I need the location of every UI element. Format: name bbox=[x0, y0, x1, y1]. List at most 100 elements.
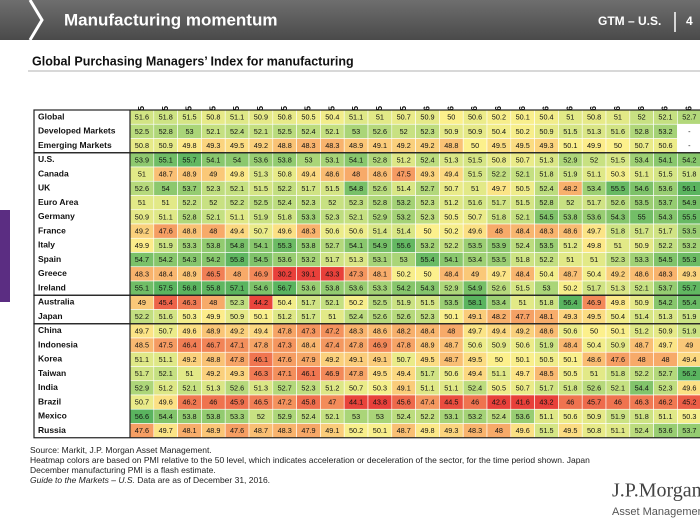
cell-value: 55.7 bbox=[182, 155, 196, 164]
cell-value: 55.1 bbox=[135, 284, 149, 293]
cell-value: 48.1 bbox=[182, 426, 196, 435]
cell-value: 45.6 bbox=[397, 398, 411, 407]
cell-value: 51.3 bbox=[611, 284, 625, 293]
cell-value: 48.1 bbox=[539, 312, 553, 321]
cell-value: 53.3 bbox=[182, 241, 196, 250]
cell-value: 54.4 bbox=[159, 412, 173, 421]
cell-value: 50.2 bbox=[516, 127, 530, 136]
row-label: Brazil bbox=[38, 396, 61, 406]
cell-value: 53.2 bbox=[397, 212, 411, 221]
cell-value: 51.7 bbox=[325, 255, 339, 264]
logo-sub: Asset Management bbox=[612, 506, 700, 518]
cell-value: 46.3 bbox=[254, 369, 268, 378]
row-label: France bbox=[38, 225, 66, 235]
cell-value: 52.1 bbox=[325, 298, 339, 307]
cell-value: 50.6 bbox=[563, 326, 577, 335]
cell-value: 53.2 bbox=[397, 198, 411, 207]
cell-value: 46.9 bbox=[373, 341, 387, 350]
cell-value: 51 bbox=[590, 369, 598, 378]
cell-value: 46.9 bbox=[325, 369, 339, 378]
cell-value: 53 bbox=[185, 127, 193, 136]
cell-value: 49.6 bbox=[159, 398, 173, 407]
cell-value: 55.4 bbox=[420, 255, 434, 264]
cell-value: 53.8 bbox=[325, 284, 339, 293]
cell-value: 49.6 bbox=[682, 383, 696, 392]
cell-value: 51.1 bbox=[587, 170, 601, 179]
cell-value: 52.2 bbox=[135, 312, 149, 321]
cell-value: 51.5 bbox=[468, 170, 482, 179]
cell-value: 51.8 bbox=[539, 170, 553, 179]
cell-value: 51.8 bbox=[635, 412, 649, 421]
cell-value: 47.2 bbox=[325, 326, 339, 335]
cell-value: 49.6 bbox=[278, 227, 292, 236]
cell-value: - bbox=[688, 141, 691, 150]
cell-value: 51 bbox=[590, 255, 598, 264]
cell-value: 52.2 bbox=[420, 412, 434, 421]
cell-value: 51.1 bbox=[635, 170, 649, 179]
cell-value: 48.2 bbox=[563, 184, 577, 193]
cell-value: 54.2 bbox=[397, 284, 411, 293]
row-label: Canada bbox=[38, 168, 69, 178]
cell-value: 49.9 bbox=[587, 141, 601, 150]
cell-value: 52.9 bbox=[444, 284, 458, 293]
cell-value: 51.5 bbox=[516, 198, 530, 207]
cell-value: 52.6 bbox=[397, 312, 411, 321]
cell-value: 51.1 bbox=[230, 212, 244, 221]
cell-value: 48.4 bbox=[516, 269, 530, 278]
cell-value: 52.3 bbox=[301, 383, 315, 392]
cell-value: 51.8 bbox=[563, 383, 577, 392]
cell-value: 43.3 bbox=[325, 269, 339, 278]
cell-value: 50.5 bbox=[516, 184, 530, 193]
cell-value: 49 bbox=[138, 298, 146, 307]
cell-value: 45.8 bbox=[301, 398, 315, 407]
cell-value: 52.4 bbox=[420, 155, 434, 164]
cell-value: 51.9 bbox=[254, 212, 268, 221]
cell-value: 49.2 bbox=[420, 141, 434, 150]
cell-value: 52.1 bbox=[182, 383, 196, 392]
cell-value: 53.7 bbox=[682, 426, 696, 435]
cell-value: 55.1 bbox=[159, 155, 173, 164]
cell-value: 50.9 bbox=[492, 341, 506, 350]
cell-value: 51.8 bbox=[611, 369, 625, 378]
cell-value: 49.2 bbox=[325, 355, 339, 364]
cell-value: 52.8 bbox=[159, 127, 173, 136]
cell-value: 46.4 bbox=[182, 341, 196, 350]
cell-value: 48.3 bbox=[325, 141, 339, 150]
cell-value: 51.6 bbox=[611, 127, 625, 136]
cell-value: 51.9 bbox=[539, 341, 553, 350]
cell-value: 56.8 bbox=[182, 284, 196, 293]
cell-value: 48.9 bbox=[182, 170, 196, 179]
row-label: Indonesia bbox=[38, 339, 78, 349]
cell-value: 57.5 bbox=[159, 284, 173, 293]
cell-value: 51.2 bbox=[444, 198, 458, 207]
cell-value: 48.9 bbox=[349, 141, 363, 150]
cell-value: 50.2 bbox=[492, 113, 506, 122]
cell-value: 50.2 bbox=[397, 269, 411, 278]
cell-value: 46 bbox=[209, 398, 217, 407]
cell-value: 51.3 bbox=[444, 155, 458, 164]
cell-value: 48.7 bbox=[254, 426, 268, 435]
cell-value: 50.1 bbox=[611, 326, 625, 335]
cell-value: 53.8 bbox=[182, 412, 196, 421]
cell-value: 52.4 bbox=[397, 412, 411, 421]
cell-value: 50.1 bbox=[516, 113, 530, 122]
cell-value: 45.9 bbox=[230, 398, 244, 407]
cell-value: 49.4 bbox=[444, 170, 458, 179]
cell-value: 51 bbox=[376, 113, 384, 122]
cell-value: 50.1 bbox=[563, 141, 577, 150]
cell-value: 51.5 bbox=[658, 170, 672, 179]
cell-value: 52.1 bbox=[635, 284, 649, 293]
cell-value: 51.9 bbox=[682, 326, 696, 335]
cell-value: 48.8 bbox=[444, 141, 458, 150]
cell-value: 51.2 bbox=[635, 326, 649, 335]
row-label: U.S. bbox=[38, 154, 55, 164]
cell-value: 52.3 bbox=[230, 298, 244, 307]
cell-value: 49.2 bbox=[135, 227, 149, 236]
cell-value: 52.5 bbox=[373, 298, 387, 307]
cell-value: 51.5 bbox=[539, 426, 553, 435]
cell-value: 52.6 bbox=[611, 198, 625, 207]
cell-value: 51.5 bbox=[611, 155, 625, 164]
cell-value: 51.3 bbox=[254, 170, 268, 179]
cell-value: 52.9 bbox=[135, 383, 149, 392]
